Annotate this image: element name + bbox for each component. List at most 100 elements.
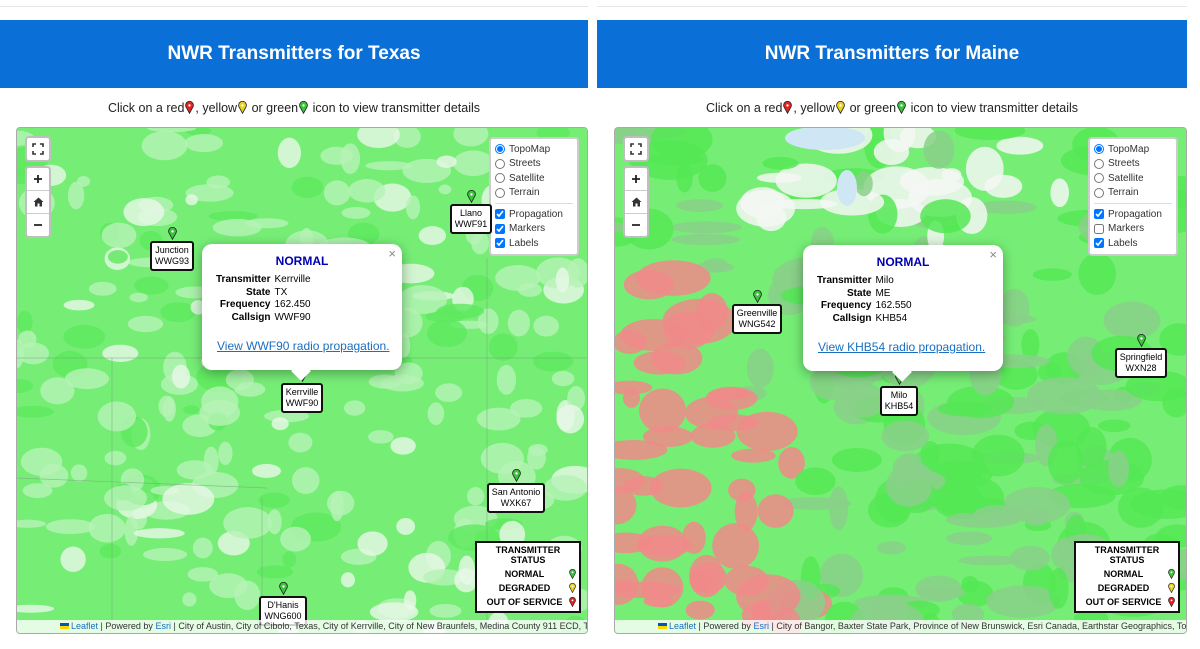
terrain-patch xyxy=(615,486,637,525)
terrain-patch xyxy=(684,396,739,430)
overlay-checkbox[interactable] xyxy=(495,209,505,220)
zoom-control[interactable] xyxy=(623,166,649,238)
legend-label: DEGRADED xyxy=(498,583,551,593)
terrain-patch xyxy=(418,226,447,245)
terrain-patch xyxy=(920,440,941,469)
terrain-patch xyxy=(795,467,836,495)
terrain-patch xyxy=(958,555,1023,566)
terrain-patch xyxy=(1010,545,1050,571)
pin-icon xyxy=(569,569,576,579)
popup-close[interactable]: × xyxy=(388,246,396,261)
pin-dot xyxy=(839,104,842,107)
instruction: Click on a red , yellow or green icon to … xyxy=(597,100,1187,115)
leaflet-link[interactable]: Leaflet xyxy=(669,621,697,631)
base-layer-radio[interactable] xyxy=(495,173,505,184)
terrain-patch xyxy=(206,175,231,189)
fullscreen-control[interactable] xyxy=(25,136,51,162)
terrain-patch xyxy=(17,405,54,418)
pin-shape xyxy=(1168,569,1175,579)
legend-row: NORMAL xyxy=(480,567,576,581)
transmitter-marker[interactable]: Milo KHB54 xyxy=(859,371,939,416)
base-layer-radio[interactable] xyxy=(1094,144,1104,155)
fullscreen-button[interactable] xyxy=(27,138,49,160)
transmitter-marker[interactable]: Junction WWG93 xyxy=(132,226,212,271)
transmitter-marker[interactable]: Springfield WXN28 xyxy=(1101,333,1181,378)
home-button[interactable] xyxy=(27,191,49,214)
base-layer-radio[interactable] xyxy=(495,187,505,198)
base-layer-option[interactable]: Streets xyxy=(1094,157,1172,172)
instruction-text: or green xyxy=(846,101,897,115)
zoom-in[interactable] xyxy=(27,168,49,191)
overlay-checkbox[interactable] xyxy=(495,238,505,249)
overlay-option[interactable]: Markers xyxy=(1094,222,1172,237)
terrain-patch xyxy=(245,218,289,229)
overlay-option[interactable]: Labels xyxy=(1094,236,1172,251)
terrain-patch xyxy=(17,310,33,334)
pin-shape xyxy=(897,100,906,115)
base-layer-option[interactable]: Terrain xyxy=(495,186,573,201)
marker-name: D'Hanis xyxy=(267,600,299,610)
terrain-patch xyxy=(426,319,468,348)
base-layer-radio[interactable] xyxy=(495,144,505,155)
base-layer-option[interactable]: Streets xyxy=(495,157,573,172)
terrain-patch xyxy=(396,518,416,535)
overlay-checkbox[interactable] xyxy=(1094,238,1104,249)
leaflet-link[interactable]: Leaflet xyxy=(71,621,99,631)
transmitter-marker[interactable]: San Antonio WXK67 xyxy=(476,468,556,513)
esri-link[interactable]: Esri xyxy=(753,621,769,631)
base-layer-option[interactable]: Terrain xyxy=(1094,186,1172,201)
base-layer-radio[interactable] xyxy=(495,158,505,169)
legend-row: NORMAL xyxy=(1079,567,1175,581)
overlay-checkbox[interactable] xyxy=(495,223,505,234)
overlay-checkbox[interactable] xyxy=(1094,223,1104,234)
overlay-option[interactable]: Labels xyxy=(495,236,573,251)
terrain-patch xyxy=(615,330,647,354)
zoom-control[interactable] xyxy=(25,166,51,238)
base-layer-option[interactable]: Satellite xyxy=(495,171,573,186)
terrain-patch xyxy=(651,341,703,375)
zoom-out[interactable] xyxy=(27,214,49,236)
overlay-checkbox[interactable] xyxy=(1094,209,1104,220)
terrain-patch xyxy=(365,161,413,171)
base-layer-radio[interactable] xyxy=(1094,187,1104,198)
terrain-patch xyxy=(1023,506,1049,527)
pin-dot xyxy=(571,585,574,588)
legend: TRANSMITTER STATUS NORMAL DEGRADED OUT OF S… xyxy=(1074,541,1180,613)
fullscreen-glyph xyxy=(32,143,44,155)
terrain-patch xyxy=(698,164,727,192)
esri-link[interactable]: Esri xyxy=(155,621,171,631)
base-layer-option[interactable]: Satellite xyxy=(1094,171,1172,186)
overlay-option[interactable]: Propagation xyxy=(1094,207,1172,222)
propagation-link[interactable]: View KHB54 radio propagation. xyxy=(818,340,986,354)
overlay-option[interactable]: Markers xyxy=(495,222,573,237)
zoom-out[interactable] xyxy=(625,214,647,236)
base-layer-option[interactable]: TopoMap xyxy=(1094,142,1172,157)
fullscreen-control[interactable] xyxy=(623,136,649,162)
terrain-patch xyxy=(282,551,297,568)
terrain-patch xyxy=(343,400,366,416)
terrain-patch xyxy=(88,281,117,296)
detail-label: Transmitter xyxy=(817,275,872,286)
pin-dot xyxy=(170,230,174,233)
fullscreen-button[interactable] xyxy=(625,138,647,160)
terrain-patch xyxy=(429,603,462,618)
base-layer-option[interactable]: TopoMap xyxy=(495,142,573,157)
layers-control[interactable]: TopoMap Streets Satellite Terrain Propagatio… xyxy=(489,137,579,256)
pin-wrap xyxy=(717,289,797,304)
transmitter-marker[interactable]: Greenville WNG542 xyxy=(717,289,797,334)
propagation-link[interactable]: View WWF90 radio propagation. xyxy=(217,339,390,353)
base-layer-radio[interactable] xyxy=(1094,173,1104,184)
terrain-patch xyxy=(551,370,575,387)
overlay-option[interactable]: Propagation xyxy=(495,207,573,222)
detail-label: Frequency xyxy=(820,300,872,311)
pin-shape xyxy=(836,100,845,115)
zoom-in[interactable] xyxy=(625,168,647,191)
layers-control[interactable]: TopoMap Streets Satellite Terrain Propagatio… xyxy=(1088,137,1178,256)
terrain-patch xyxy=(107,250,128,264)
overlay-label: Markers xyxy=(1108,223,1145,235)
popup-close[interactable]: × xyxy=(989,247,997,262)
marker-callsign: WXN28 xyxy=(1125,363,1157,373)
transmitter-marker[interactable]: Llano WWF91 xyxy=(431,189,511,234)
home-button[interactable] xyxy=(625,191,647,214)
base-layer-radio[interactable] xyxy=(1094,158,1104,169)
